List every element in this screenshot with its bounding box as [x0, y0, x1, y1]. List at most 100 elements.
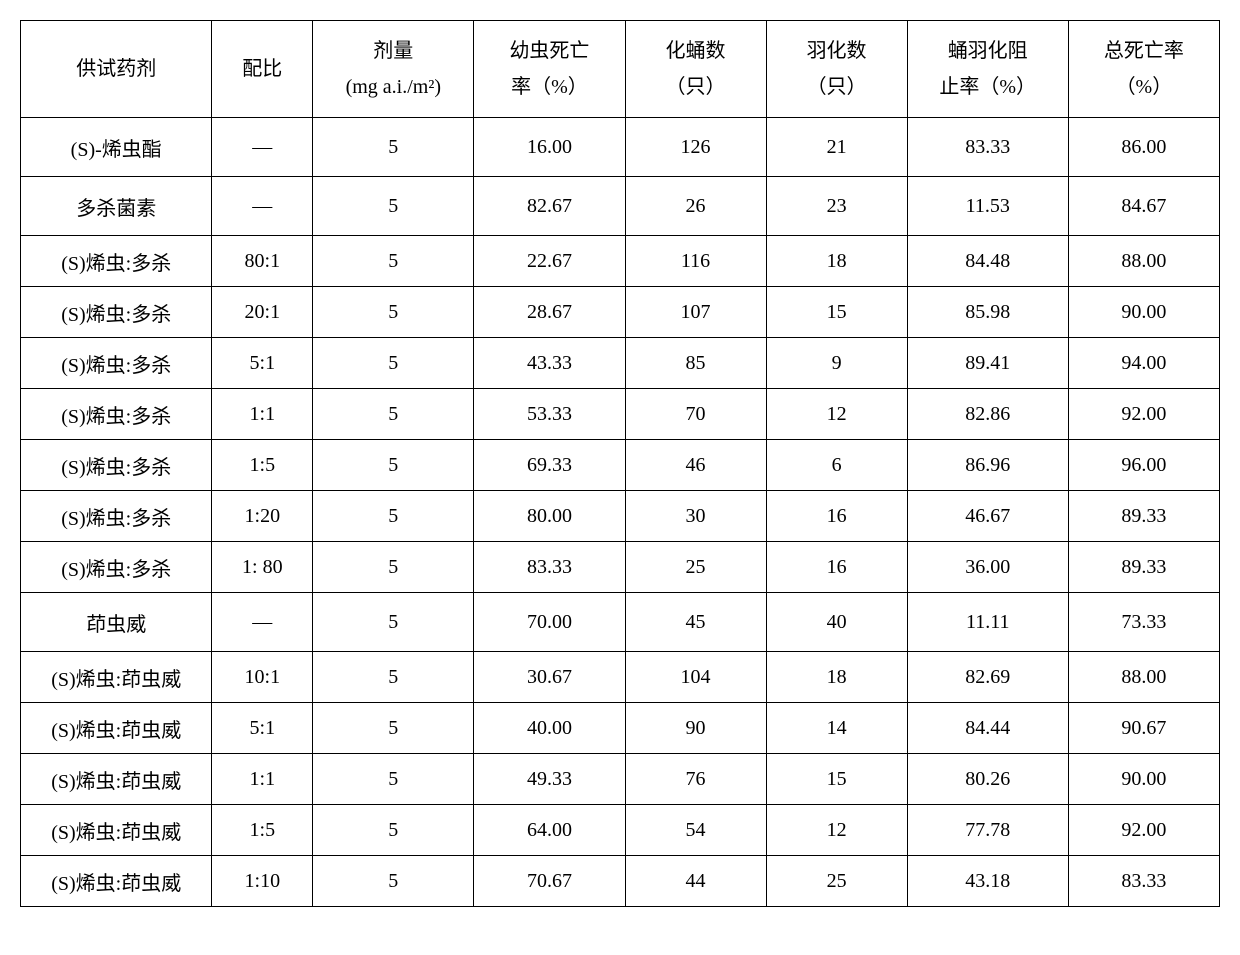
table-cell: 43.18 [907, 856, 1068, 907]
table-cell: 6 [766, 440, 907, 491]
table-cell: 茚虫威 [21, 593, 212, 652]
table-cell: — [212, 118, 313, 177]
table-cell: (S)烯虫:茚虫威 [21, 703, 212, 754]
header-line1: 总死亡率 [1104, 40, 1184, 62]
table-cell: 45 [625, 593, 766, 652]
table-cell: 1:5 [212, 440, 313, 491]
table-cell: 16 [766, 491, 907, 542]
header-line2: （%） [1116, 76, 1173, 98]
table-cell: 69.33 [474, 440, 625, 491]
table-cell: 89.41 [907, 338, 1068, 389]
table-cell: 88.00 [1068, 652, 1219, 703]
table-body: (S)-烯虫酯—516.001262183.3386.00多杀菌素—582.67… [21, 118, 1220, 907]
table-cell: 多杀菌素 [21, 177, 212, 236]
table-cell: — [212, 177, 313, 236]
table-cell: 22.67 [474, 236, 625, 287]
table-cell: 25 [625, 542, 766, 593]
table-cell: 88.00 [1068, 236, 1219, 287]
table-row: (S)烯虫:多杀1:20580.00301646.6789.33 [21, 491, 1220, 542]
table-cell: 5 [313, 389, 474, 440]
table-cell: 70 [625, 389, 766, 440]
table-cell: (S)烯虫:多杀 [21, 542, 212, 593]
table-cell: 16.00 [474, 118, 625, 177]
table-cell: 46 [625, 440, 766, 491]
table-cell: 84.44 [907, 703, 1068, 754]
table-cell: 86.00 [1068, 118, 1219, 177]
table-row: (S)烯虫:茚虫威5:1540.00901484.4490.67 [21, 703, 1220, 754]
table-cell: 5 [313, 491, 474, 542]
table-cell: (S)-烯虫酯 [21, 118, 212, 177]
table-cell: 73.33 [1068, 593, 1219, 652]
table-cell: 92.00 [1068, 389, 1219, 440]
header-line1: 化蛹数 [666, 40, 726, 62]
header-cell-7: 总死亡率 （%） [1068, 21, 1219, 118]
table-cell: (S)烯虫:茚虫威 [21, 805, 212, 856]
table-cell: 82.69 [907, 652, 1068, 703]
header-line2: （只） [807, 76, 867, 98]
header-line2: 止率（%） [939, 76, 1036, 98]
table-cell: (S)烯虫:多杀 [21, 440, 212, 491]
table-cell: (S)烯虫:多杀 [21, 338, 212, 389]
table-cell: 44 [625, 856, 766, 907]
table-cell: 11.53 [907, 177, 1068, 236]
table-cell: 86.96 [907, 440, 1068, 491]
header-line2: (mg a.i./m²) [346, 76, 441, 98]
table-cell: 5 [313, 542, 474, 593]
table-cell: 90.67 [1068, 703, 1219, 754]
table-cell: (S)烯虫:茚虫威 [21, 754, 212, 805]
table-cell: (S)烯虫:茚虫威 [21, 856, 212, 907]
table-cell: 83.33 [474, 542, 625, 593]
header-row: 供试药剂 配比 剂量 (mg a.i./m²) 幼虫死亡 率（%） 化蛹数 （只… [21, 21, 1220, 118]
table-cell: 53.33 [474, 389, 625, 440]
table-cell: (S)烯虫:多杀 [21, 491, 212, 542]
table-cell: 5 [313, 754, 474, 805]
table-cell: 5 [313, 593, 474, 652]
table-cell: 83.33 [1068, 856, 1219, 907]
table-cell: 18 [766, 652, 907, 703]
header-line1: 配比 [242, 58, 282, 80]
table-row: (S)烯虫:多杀1:5569.3346686.9696.00 [21, 440, 1220, 491]
table-cell: 5 [313, 652, 474, 703]
header-cell-4: 化蛹数 （只） [625, 21, 766, 118]
table-cell: 5 [313, 177, 474, 236]
table-cell: 80.00 [474, 491, 625, 542]
table-cell: 1:10 [212, 856, 313, 907]
table-cell: 11.11 [907, 593, 1068, 652]
header-cell-5: 羽化数 （只） [766, 21, 907, 118]
table-cell: 85.98 [907, 287, 1068, 338]
table-row: 多杀菌素—582.67262311.5384.67 [21, 177, 1220, 236]
table-cell: 5 [313, 856, 474, 907]
table-cell: (S)烯虫:多杀 [21, 389, 212, 440]
header-cell-3: 幼虫死亡 率（%） [474, 21, 625, 118]
header-cell-0: 供试药剂 [21, 21, 212, 118]
header-line1: 剂量 [373, 40, 413, 62]
table-row: (S)烯虫:茚虫威10:1530.671041882.6988.00 [21, 652, 1220, 703]
table-cell: (S)烯虫:茚虫威 [21, 652, 212, 703]
table-cell: 85 [625, 338, 766, 389]
header-line2: 率（%） [511, 76, 588, 98]
table-cell: 12 [766, 389, 907, 440]
table-cell: 1: 80 [212, 542, 313, 593]
data-table: 供试药剂 配比 剂量 (mg a.i./m²) 幼虫死亡 率（%） 化蛹数 （只… [20, 20, 1220, 907]
table-cell: 1:1 [212, 754, 313, 805]
table-row: (S)烯虫:多杀1:1553.33701282.8692.00 [21, 389, 1220, 440]
table-cell: 5 [313, 805, 474, 856]
table-cell: 12 [766, 805, 907, 856]
table-cell: 104 [625, 652, 766, 703]
table-cell: 21 [766, 118, 907, 177]
table-row: 茚虫威—570.00454011.1173.33 [21, 593, 1220, 652]
table-cell: 84.67 [1068, 177, 1219, 236]
table-cell: 64.00 [474, 805, 625, 856]
table-cell: 76 [625, 754, 766, 805]
table-cell: — [212, 593, 313, 652]
header-line1: 幼虫死亡 [509, 40, 589, 62]
table-cell: 9 [766, 338, 907, 389]
table-cell: 46.67 [907, 491, 1068, 542]
table-cell: 83.33 [907, 118, 1068, 177]
table-cell: 36.00 [907, 542, 1068, 593]
table-cell: 5 [313, 287, 474, 338]
table-cell: (S)烯虫:多杀 [21, 236, 212, 287]
table-cell: 28.67 [474, 287, 625, 338]
table-cell: 80:1 [212, 236, 313, 287]
table-cell: 5:1 [212, 338, 313, 389]
